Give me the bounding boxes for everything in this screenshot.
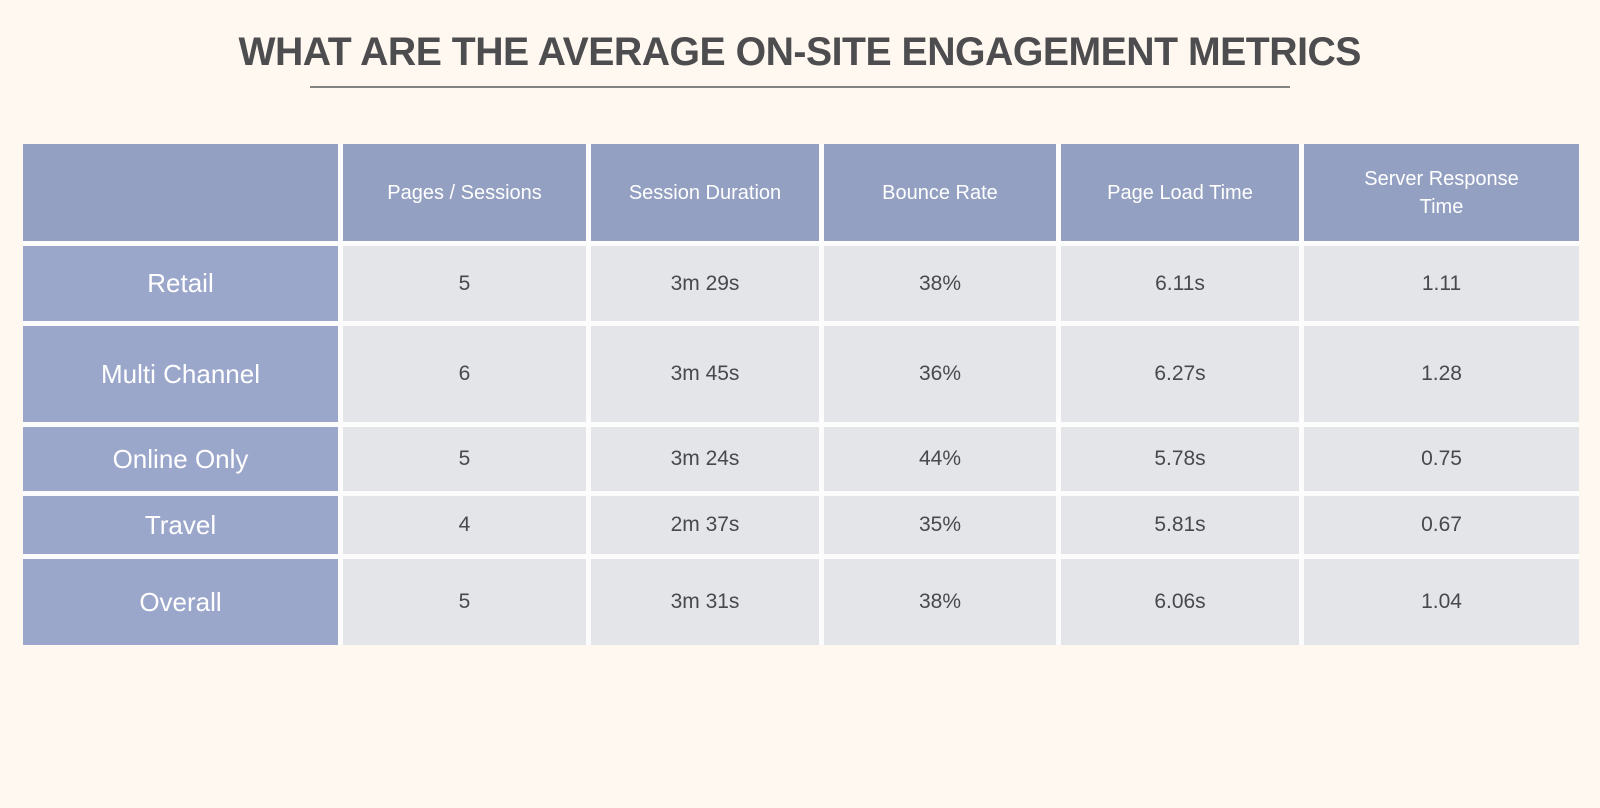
data-cell: 3m 29s: [591, 246, 819, 321]
data-cell: 5: [343, 427, 586, 491]
data-cell: 5: [343, 559, 586, 645]
data-cell: 35%: [824, 496, 1056, 554]
column-header-page-load-time: Page Load Time: [1061, 144, 1299, 241]
data-cell: 38%: [824, 246, 1056, 321]
data-cell: 0.75: [1304, 427, 1579, 491]
data-cell: 4: [343, 496, 586, 554]
data-cell: 6: [343, 326, 586, 422]
data-cell: 6.06s: [1061, 559, 1299, 645]
data-cell: 44%: [824, 427, 1056, 491]
row-label-overall: Overall: [23, 559, 338, 645]
data-cell: 6.11s: [1061, 246, 1299, 321]
page-title: WHAT ARE THE AVERAGE ON-SITE ENGAGEMENT …: [238, 30, 1362, 74]
data-cell: 5.78s: [1061, 427, 1299, 491]
title-underline: [310, 86, 1290, 88]
row-label-online-only: Online Only: [23, 427, 338, 491]
data-cell: 1.11: [1304, 246, 1579, 321]
data-cell: 5.81s: [1061, 496, 1299, 554]
data-cell: 3m 45s: [591, 326, 819, 422]
column-header-pages-sessions: Pages / Sessions: [343, 144, 586, 241]
title-block: WHAT ARE THE AVERAGE ON-SITE ENGAGEMENT …: [0, 32, 1600, 88]
data-cell: 1.04: [1304, 559, 1579, 645]
data-cell: 2m 37s: [591, 496, 819, 554]
data-cell: 1.28: [1304, 326, 1579, 422]
column-header-session-duration: Session Duration: [591, 144, 819, 241]
column-header-blank: [23, 144, 338, 241]
column-header-server-response-time: Server Response Time: [1304, 144, 1579, 241]
row-label-retail: Retail: [23, 246, 338, 321]
data-cell: 3m 24s: [591, 427, 819, 491]
row-label-multi-channel: Multi Channel: [23, 326, 338, 422]
data-cell: 5: [343, 246, 586, 321]
data-cell: 38%: [824, 559, 1056, 645]
data-cell: 6.27s: [1061, 326, 1299, 422]
data-cell: 3m 31s: [591, 559, 819, 645]
data-cell: 36%: [824, 326, 1056, 422]
row-label-travel: Travel: [23, 496, 338, 554]
column-header-bounce-rate: Bounce Rate: [824, 144, 1056, 241]
engagement-metrics-table: Pages / Sessions Session Duration Bounce…: [23, 144, 1579, 645]
data-cell: 0.67: [1304, 496, 1579, 554]
